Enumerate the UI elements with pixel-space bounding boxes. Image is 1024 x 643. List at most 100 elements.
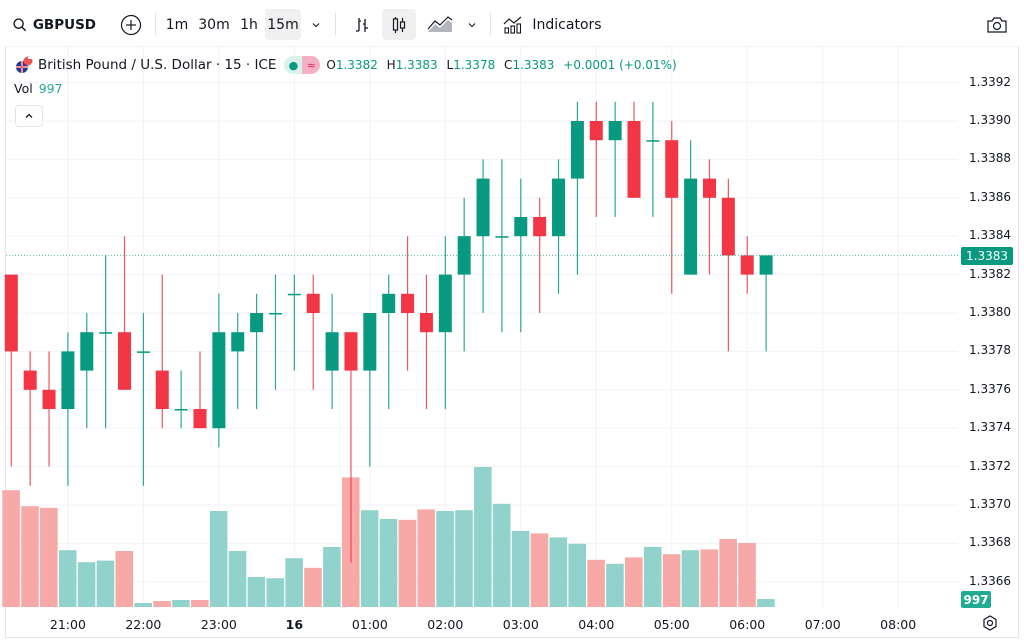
legend-toggle[interactable]: ● ≈ <box>284 56 321 74</box>
candle-body-down <box>306 293 320 313</box>
screenshot-button[interactable] <box>982 9 1012 40</box>
volume-bar <box>530 533 549 607</box>
volume-bar <box>153 601 171 607</box>
volume-bar <box>191 599 209 607</box>
indicators-button[interactable]: Indicators <box>500 9 604 40</box>
candle-body-up <box>684 178 698 275</box>
chevron-down-icon <box>312 22 320 27</box>
candle-body-up <box>363 313 377 371</box>
candle-body-down <box>627 121 641 198</box>
interval-30m[interactable]: 30m <box>195 9 233 40</box>
chart-settings-button[interactable] <box>978 611 1002 635</box>
candle-body-up <box>212 332 226 429</box>
candle-body-down <box>23 370 37 390</box>
volume-bar <box>323 547 341 607</box>
time-tick-label: 04:00 <box>578 617 615 632</box>
candle-body-up <box>80 332 94 371</box>
volume-bar <box>172 599 190 607</box>
interval-15m-label: 15m <box>267 16 299 33</box>
candle-body-up <box>61 351 75 409</box>
interval-dropdown[interactable] <box>305 9 327 40</box>
candle-body-up <box>250 313 264 333</box>
volume-bar <box>587 559 605 607</box>
candle-body-up <box>476 178 490 237</box>
price-tick-label: 1.3372 <box>969 458 1011 473</box>
volume-bar <box>549 537 568 607</box>
area-chart-type-button[interactable] <box>422 9 458 40</box>
candle-body-up <box>174 409 188 411</box>
candle-body-down <box>118 332 132 390</box>
time-tick-label: 16 <box>285 617 304 632</box>
price-tick-label: 1.3388 <box>969 151 1011 166</box>
candle-body-up <box>325 332 339 371</box>
volume-bar <box>134 603 152 607</box>
interval-1m[interactable]: 1m <box>163 9 191 40</box>
toolbar-divider <box>155 13 156 35</box>
volume-bar <box>96 560 115 607</box>
wave-icon[interactable]: ≈ <box>302 56 321 74</box>
visibility-dot-icon[interactable]: ● <box>284 56 303 74</box>
time-tick-label: 01:00 <box>351 617 388 632</box>
indicators-icon <box>503 16 522 34</box>
volume-bar <box>398 519 417 607</box>
volume-bar <box>643 547 662 607</box>
candle-body-down <box>721 197 735 256</box>
volume-bar <box>662 554 681 607</box>
collapse-legend-button[interactable] <box>15 105 43 127</box>
candle-body-down <box>344 332 358 371</box>
time-tick-label: 06:00 <box>729 617 766 632</box>
chart-type-dropdown[interactable] <box>462 9 482 40</box>
volume-bar <box>436 511 454 607</box>
interval-1m-label: 1m <box>165 16 189 33</box>
candle-body-down <box>589 121 603 141</box>
compare-symbol-button[interactable] <box>117 9 145 40</box>
volume-bar <box>285 558 303 607</box>
candle-body-down <box>42 389 56 409</box>
candle-body-up <box>136 351 150 353</box>
volume-label: Vol <box>14 81 33 96</box>
last-volume-tag: 997 <box>961 591 991 608</box>
price-tick-label: 1.3378 <box>969 343 1011 358</box>
price-tick-label: 1.3376 <box>969 381 1011 396</box>
candles-icon <box>392 16 406 33</box>
interval-1h[interactable]: 1h <box>236 9 262 40</box>
volume-bar <box>77 562 96 607</box>
time-tick-label: 03:00 <box>502 617 539 632</box>
time-tick-label: 07:00 <box>804 617 841 632</box>
chevron-up-icon <box>25 113 33 118</box>
symbol-title: British Pound / U.S. Dollar · 15 · ICE <box>38 57 277 73</box>
plus-circle-icon <box>120 14 142 35</box>
volume-bar <box>360 510 379 607</box>
candle-body-up <box>608 121 622 141</box>
last-price-tag: 1.3383 <box>961 247 1013 265</box>
candle-body-down <box>702 178 716 198</box>
bar-chart-type-button[interactable] <box>347 9 377 40</box>
candle-body-down <box>419 313 433 333</box>
volume-bar <box>492 503 511 607</box>
high-key: H <box>386 58 396 72</box>
price-tick-label: 1.3382 <box>969 266 1011 281</box>
volume-bar <box>379 519 398 607</box>
indicators-label: Indicators <box>532 16 602 33</box>
volume-bar <box>266 578 285 607</box>
price-tick-label: 1.3390 <box>969 113 1011 127</box>
price-tick-label: 1.3384 <box>969 228 1011 243</box>
candle-body-down <box>4 274 18 352</box>
price-tick-label: 1.3386 <box>969 189 1011 204</box>
interval-1h-label: 1h <box>240 16 258 33</box>
symbol-search-button[interactable]: GBPUSD <box>12 9 96 40</box>
price-tick-label: 1.3368 <box>969 535 1011 550</box>
volume-bar <box>228 551 247 607</box>
time-tick-label: 08:00 <box>880 617 917 632</box>
volume-bar <box>511 531 530 607</box>
interval-15m[interactable]: 15m <box>265 9 301 40</box>
candles <box>4 101 773 563</box>
candle-body-up <box>438 274 452 333</box>
time-tick-label: 22:00 <box>125 617 162 632</box>
open-value: 1.3382 <box>335 58 378 72</box>
time-tick-label: 23:00 <box>200 617 237 632</box>
top-toolbar: GBPUSD 1m 30m 1h 15m Indicators <box>0 0 1024 48</box>
volume-legend: Vol 997 <box>14 81 63 96</box>
candles-chart-type-button[interactable] <box>382 9 416 40</box>
